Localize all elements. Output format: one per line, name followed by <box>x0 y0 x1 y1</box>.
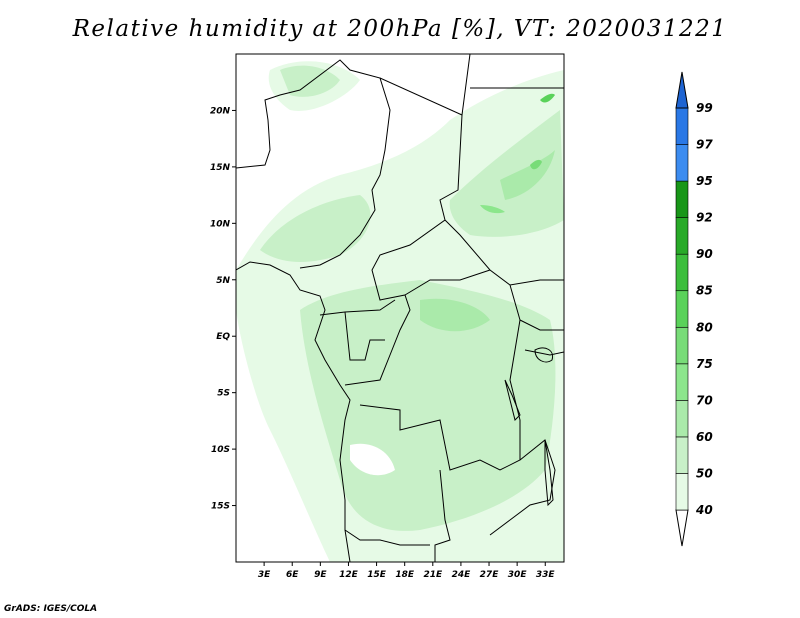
country-border <box>344 529 430 546</box>
lake-outline <box>544 439 554 507</box>
lon-tick-label: 33E <box>536 570 556 580</box>
lat-tick-label: 10N <box>210 219 231 229</box>
lake-outline <box>534 347 554 363</box>
colorbar-level-label: 95 <box>696 174 713 188</box>
colorbar-swatch <box>675 180 689 218</box>
lon-tick-label: 9E <box>314 570 327 580</box>
colorbar-level-label: 80 <box>696 320 713 334</box>
humidity-shading-dark <box>480 205 505 214</box>
lat-tick-label: 15N <box>210 163 231 173</box>
colorbar-level-label: 97 <box>696 138 713 152</box>
colorbar-level-label: 60 <box>696 430 713 444</box>
country-border <box>519 319 564 331</box>
humidity-shading-light <box>350 443 395 476</box>
country-border <box>404 269 491 296</box>
lon-tick-label: 24E <box>452 570 472 580</box>
lon-tick-label: 3E <box>258 570 271 580</box>
lon-tick-label: 12E <box>339 570 359 580</box>
colorbar-swatch <box>675 217 689 255</box>
lat-tick-label: EQ <box>216 332 230 342</box>
country-border <box>319 299 396 316</box>
longitude-axis: 3E 6E 9E 12E 15E 18E 21E 24E 27E 30E 33E <box>258 562 556 580</box>
lon-tick-label: 18E <box>395 570 415 580</box>
lon-tick-label: 15E <box>367 570 387 580</box>
map-frame <box>235 53 565 563</box>
humidity-field <box>236 61 564 562</box>
humidity-shading-medium <box>449 110 564 237</box>
colorbar-swatch <box>675 436 689 474</box>
colorbar-level-label: 99 <box>696 101 713 115</box>
colorbar-swatch <box>675 473 689 511</box>
country-border <box>359 284 521 471</box>
country-border <box>344 114 463 386</box>
colorbar-over-arrow <box>675 71 689 109</box>
colorbar-swatch <box>675 400 689 438</box>
humidity-shading-dark <box>420 298 490 332</box>
lat-tick-label: 5S <box>217 389 230 399</box>
humidity-shading-medium <box>280 65 340 97</box>
colorbar-swatch <box>675 290 689 328</box>
colorbar-swatch <box>675 363 689 401</box>
colorbar-swatch <box>675 107 689 145</box>
colorbar-level-label: 75 <box>696 357 713 371</box>
country-border <box>434 469 451 562</box>
lat-tick-label: 5N <box>216 276 230 286</box>
lat-tick-label: 15S <box>211 502 230 512</box>
coastline <box>236 261 351 562</box>
colorbar-level-label: 90 <box>696 247 713 261</box>
country-border <box>379 54 471 116</box>
colorbar-level-label: 85 <box>696 284 713 298</box>
country-border <box>524 349 564 356</box>
colorbar-level-label: 70 <box>696 393 713 407</box>
lon-tick-label: 21E <box>423 570 443 580</box>
colorbar-swatch <box>675 144 689 182</box>
colorbar: 40 50 60 70 75 80 85 90 92 95 97 99 <box>675 71 713 547</box>
humidity-shading-dark <box>530 159 542 170</box>
grads-credit: GrADS: IGES/COLA <box>4 604 98 614</box>
colorbar-level-label: 40 <box>695 503 713 517</box>
colorbar-under-arrow <box>675 509 689 547</box>
country-border <box>444 219 564 286</box>
colorbar-swatch <box>675 326 689 365</box>
lat-tick-label: 10S <box>211 445 230 455</box>
map-title: Relative humidity at 200hPa [%], VT: 202… <box>72 16 728 42</box>
lake-outline <box>504 379 521 421</box>
colorbar-swatch <box>675 253 689 292</box>
lon-tick-label: 6E <box>286 570 299 580</box>
colorbar-level-label: 50 <box>696 466 713 480</box>
humidity-shading-medium <box>260 195 371 262</box>
lon-tick-label: 30E <box>508 570 528 580</box>
colorbar-level-label: 92 <box>696 211 713 225</box>
lat-tick-label: 20N <box>210 106 231 116</box>
lon-tick-label: 27E <box>480 570 500 580</box>
country-border <box>344 311 385 361</box>
latitude-axis: 20N 15N 10N 5N EQ 5S 10S 15S <box>210 106 236 512</box>
humidity-shading-dark <box>540 93 555 103</box>
country-borders <box>236 54 564 562</box>
